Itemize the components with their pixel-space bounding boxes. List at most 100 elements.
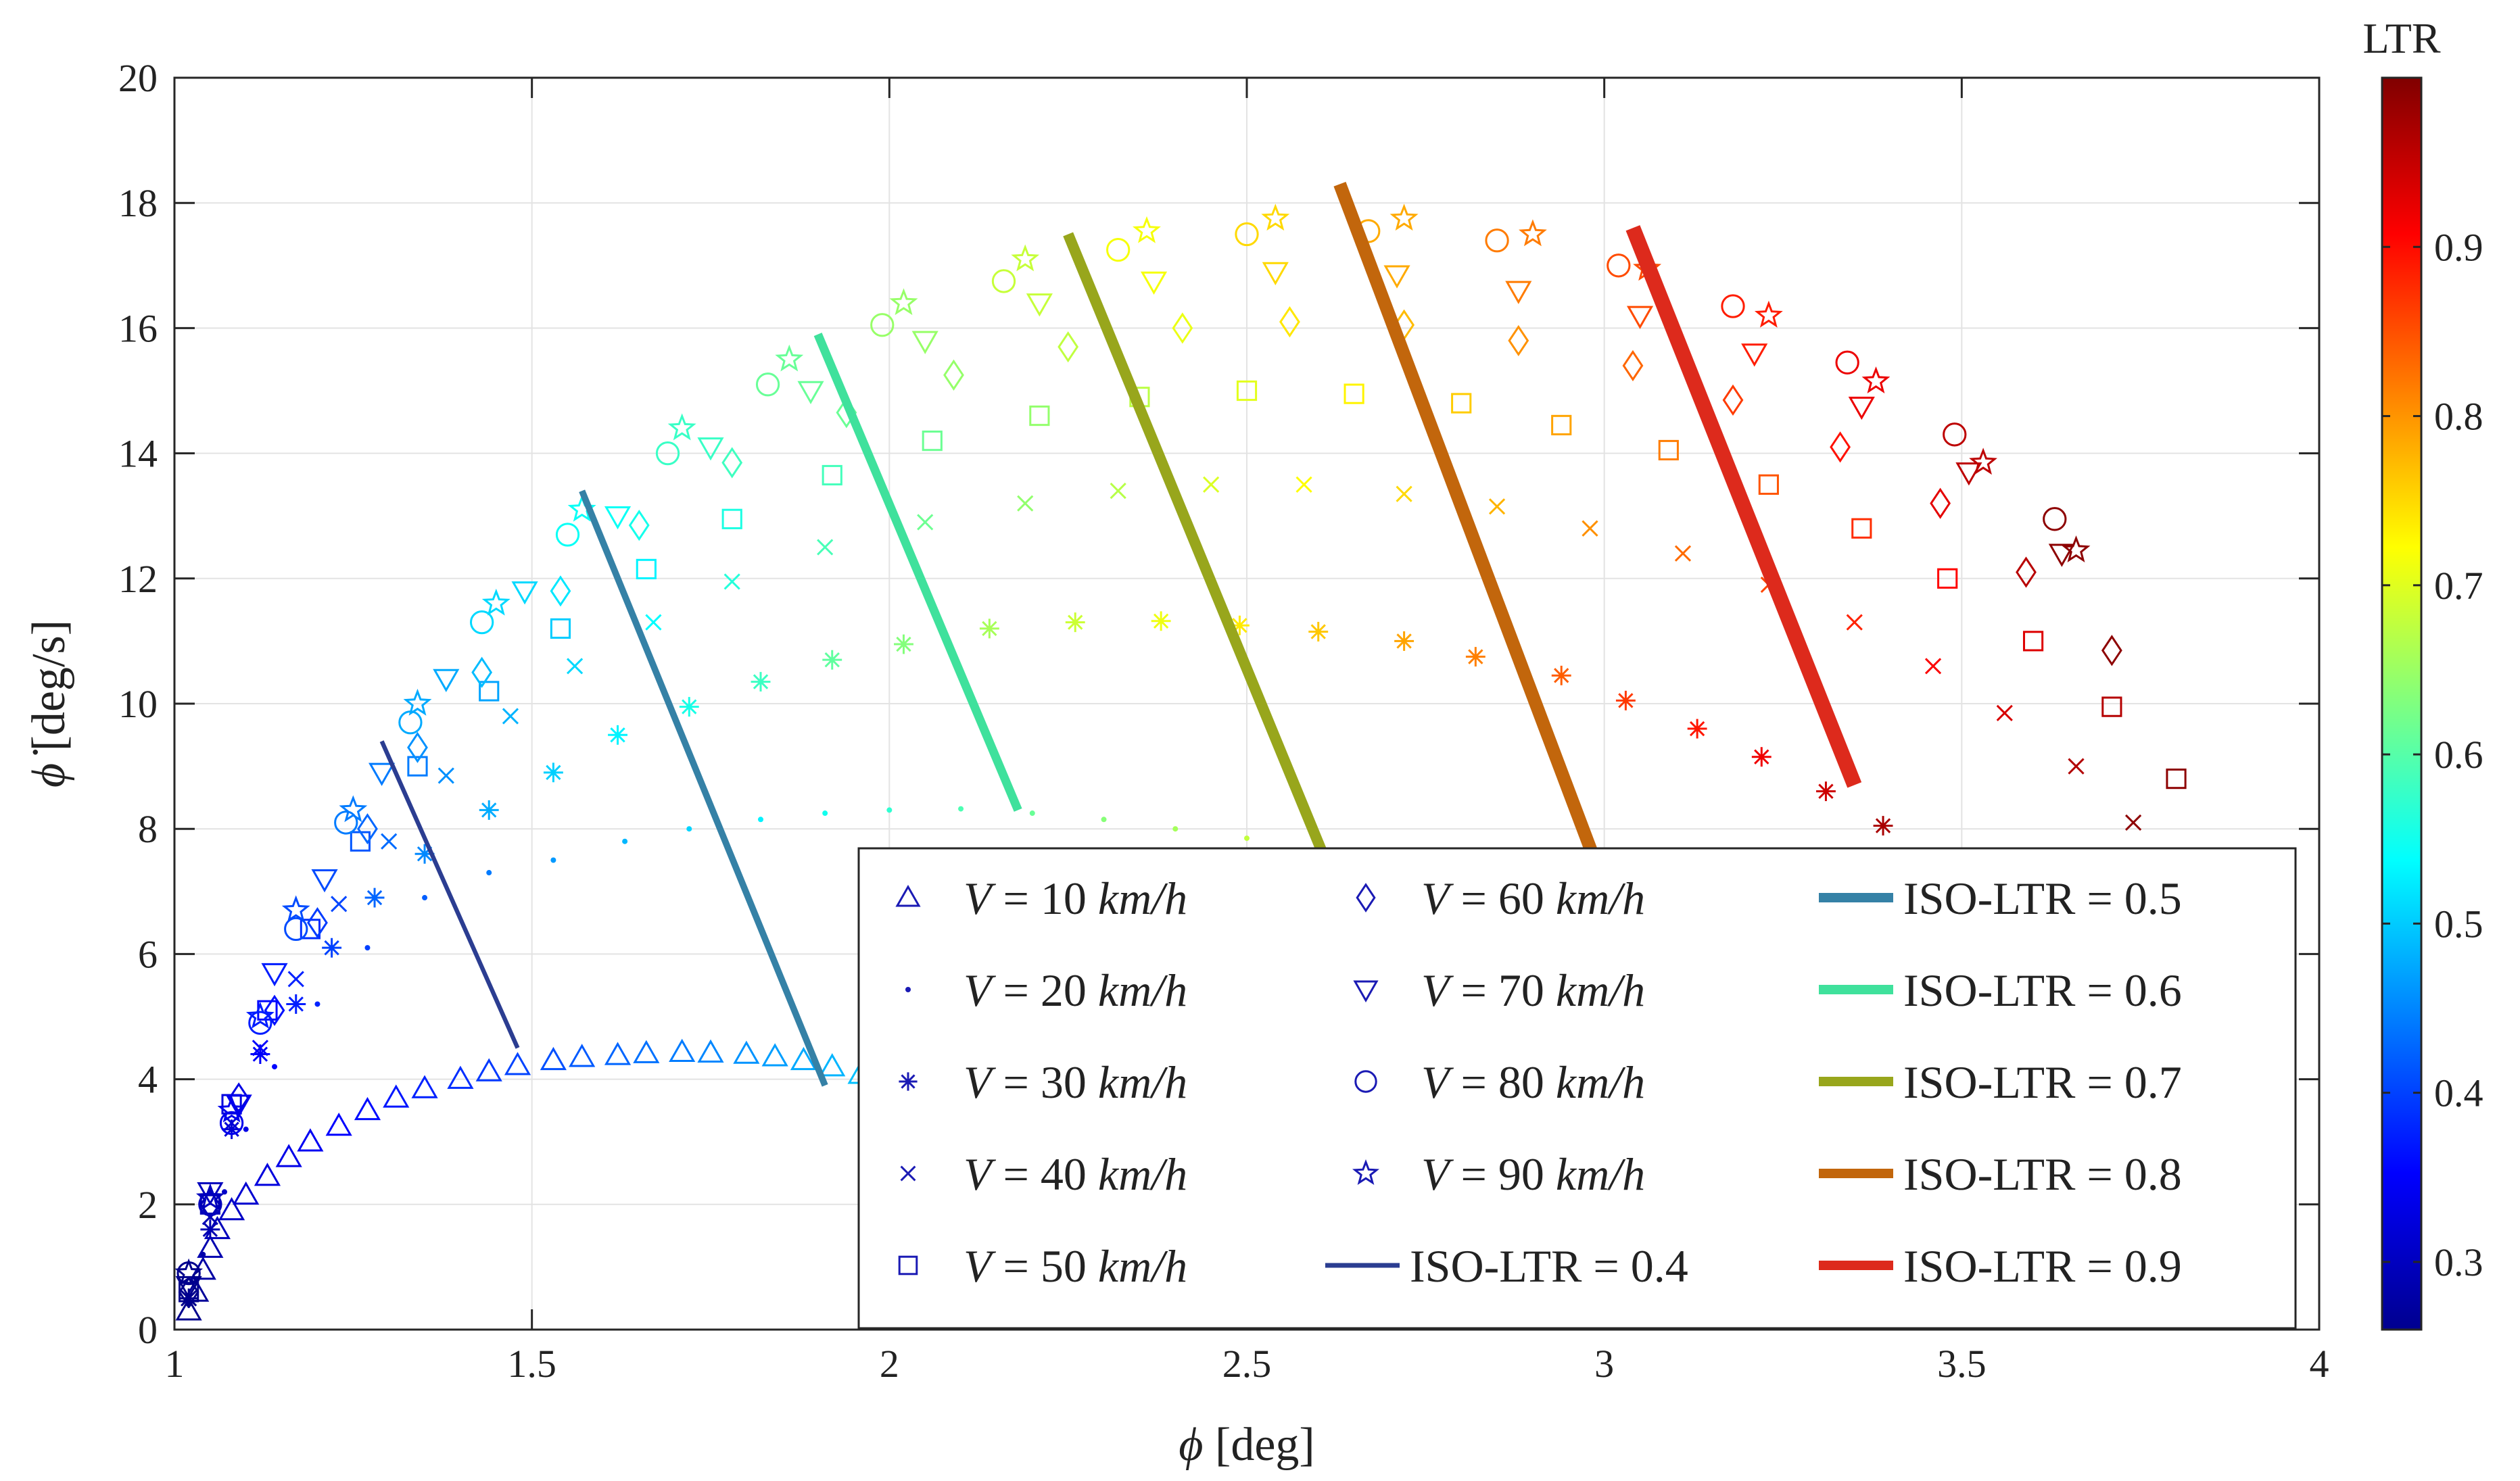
data-point [900,1165,916,1182]
iso-ltr-line [379,740,520,1049]
data-point [2166,769,2187,790]
data-point [245,1002,275,1029]
data-point [979,618,999,639]
y-tick-label: 12 [118,557,158,601]
data-point [2062,535,2091,562]
data-point [1851,518,1872,539]
legend-label: ISO-LTR = 0.6 [1903,965,2182,1016]
series-star [174,203,2091,1286]
x-tick-label: 1.5 [507,1342,556,1386]
data-point [1383,265,1410,289]
legend-speed-symbol: V [1421,965,1454,1016]
data-point [566,658,584,675]
data-point [1607,253,1631,278]
data-point [1873,816,1893,836]
data-point [381,833,398,850]
data-point [1996,704,2013,722]
data-point [475,1058,502,1082]
x-tick-label: 2.5 [1222,1342,1272,1386]
colorbar-tick-label: 0.6 [2434,733,2483,777]
x-tick-label: 4 [2310,1342,2329,1386]
data-point [225,1094,252,1118]
colorbar-tick-label: 0.8 [2434,395,2483,439]
legend-speed-symbol: V [964,965,997,1016]
data-point [1101,817,1107,823]
data-point [550,857,556,863]
data-point [334,810,358,835]
legend-label: V = 20 km/h [964,965,1187,1016]
iso-ltr-line [579,489,828,1087]
legend-entry: ISO-LTR = 0.7 [1819,1057,2182,1108]
data-point [655,441,680,466]
data-point [1754,300,1783,328]
data-point [870,313,895,337]
legend-entry: V = 70 km/h [1353,965,1645,1016]
legend-label: ISO-LTR = 0.4 [1410,1240,1688,1292]
legend-entry: ISO-LTR = 0.6 [1819,965,2182,1016]
colorbar-tick-label: 0.7 [2434,564,2483,608]
data-point [790,1046,817,1071]
data-point [1451,393,1472,414]
legend-entry: ISO-LTR = 0.5 [1819,873,2182,924]
data-point [1295,476,1312,493]
data-point [1721,294,1745,318]
y-tick-label: 10 [118,682,158,726]
x-axis-label: ϕ [deg] [1179,1419,1314,1471]
data-point [1057,331,1079,363]
data-point [1861,366,1891,393]
data-point [222,1119,242,1140]
data-point [1172,312,1193,344]
data-point [1029,810,1035,817]
x-axis-symbol: ϕ [1179,1419,1203,1471]
data-point [1924,658,1942,675]
data-point [604,1042,632,1065]
colorbar: LTR 0.3 0.4 0.5 0.6 0.7 0.8 0.9 [2363,14,2483,1331]
data-point [1244,835,1250,842]
y-tick-label: 4 [138,1058,158,1102]
data-point [1236,380,1258,402]
data-point [555,523,580,547]
data-point [174,1258,204,1286]
legend-label: V = 80 km/h [1421,1057,1645,1108]
data-point [1658,439,1679,461]
data-point [755,372,780,397]
x-axis-unit: [deg] [1215,1419,1315,1471]
data-point [218,1197,245,1221]
legend-speed-unit: km/h [1556,965,1645,1016]
data-point [1356,883,1376,913]
legend-label: V = 50 km/h [964,1240,1187,1292]
data-point [1172,826,1179,832]
data-point [195,1183,224,1211]
data-point [471,656,493,688]
x-tick-label: 3.5 [1937,1342,1987,1386]
data-point [200,1251,206,1257]
tick-labels: 1 1.5 2 2.5 3 3.5 4 0 2 4 6 8 10 12 14 16 18 20 [118,56,2329,1386]
colorbar-tick-label: 0.5 [2434,902,2483,946]
series-cross [181,476,2142,1307]
data-point [751,672,771,692]
data-point [1344,383,1364,404]
data-point [1261,203,1290,231]
data-point [407,756,428,777]
data-point [422,895,428,901]
data-point [1354,1070,1377,1093]
data-point [1308,622,1329,641]
legend-speed-unit: km/h [1556,1057,1645,1108]
x-tick-label: 3 [1594,1342,1614,1386]
legend-speed-unit: km/h [1556,873,1645,924]
data-point [922,430,943,452]
data-point [261,963,288,987]
data-point [822,810,828,817]
data-point [243,1126,249,1132]
data-point [819,1053,846,1077]
legend-speed-value: = 50 [992,1240,1098,1292]
data-point [889,288,918,316]
data-point [761,1043,788,1067]
y-tick-label: 18 [118,181,158,225]
data-point [895,884,921,907]
legend-speed-unit: km/h [1556,1148,1645,1200]
data-point [543,762,563,783]
data-point [314,1001,320,1007]
data-point [511,581,538,605]
legend-speed-unit: km/h [1098,1148,1187,1200]
